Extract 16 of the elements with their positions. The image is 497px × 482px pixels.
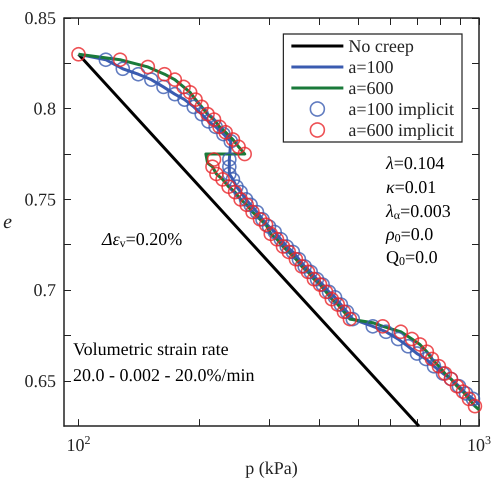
legend-label: a=600 implicit — [348, 120, 454, 140]
y-tick-label: 0.8 — [34, 98, 56, 119]
annotation: λ=0.104 — [385, 153, 444, 173]
legend-label: a=600 — [348, 78, 394, 98]
annotation: 20.0 - 0.002 - 20.0%/min — [73, 365, 254, 385]
y-tick-label: 0.85 — [24, 8, 56, 28]
annotation: κ=0.01 — [386, 177, 436, 197]
y-tick-label: 0.65 — [24, 370, 56, 391]
x-axis-title: p (kPa) — [245, 458, 298, 478]
annotation: Volumetric strain rate — [73, 339, 229, 359]
y-axis-title: e — [3, 211, 12, 234]
y-tick-label: 0.7 — [34, 280, 56, 300]
legend-label: a=100 — [348, 57, 394, 77]
legend-label: a=100 implicit — [348, 99, 454, 119]
legend-label: No creep — [348, 36, 414, 56]
y-tick-label: 0.75 — [24, 189, 56, 210]
